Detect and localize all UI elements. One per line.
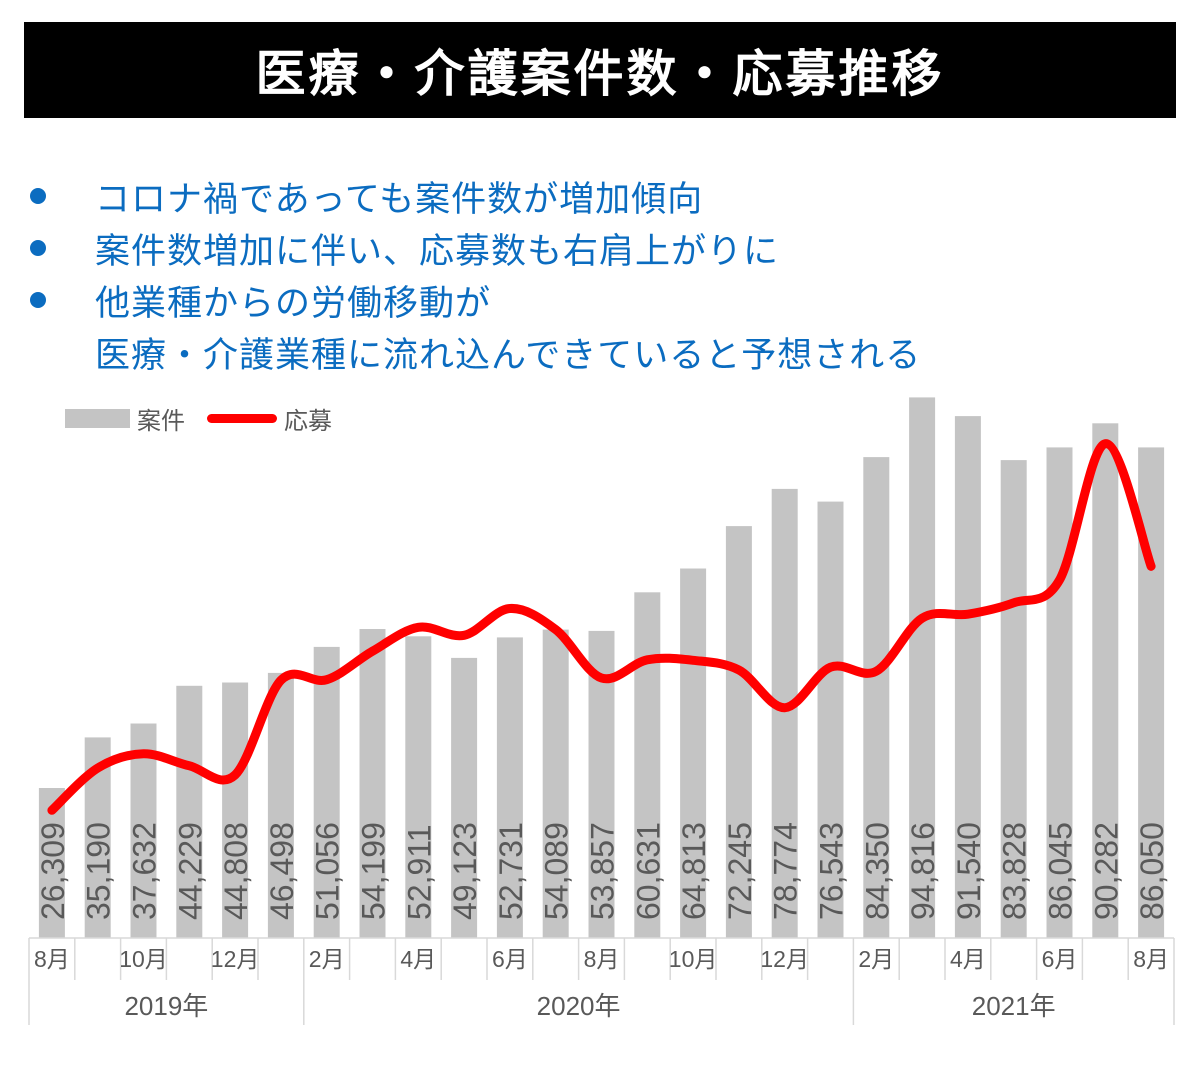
month-label: 8月: [34, 946, 70, 972]
bar-value-label: 76,543: [814, 822, 850, 920]
bar: [176, 685, 203, 938]
bullet-marker-icon: [30, 188, 46, 204]
legend-bar-label: 案件: [137, 408, 185, 435]
bar-value-label: 51,056: [310, 822, 346, 920]
bar: [542, 629, 569, 938]
bar-value-label: 54,089: [539, 822, 575, 920]
bar: [1092, 423, 1119, 938]
bar-value-label: 54,199: [356, 822, 392, 920]
x-axis: 8月 10月 12月 2月 4月 6月 8月 10月 12月 2月 4月 6月 8月 2019年 2020年…: [28, 937, 1175, 1025]
bullet-text: 医療・介護業種に流れ込んできていると予想される: [95, 335, 922, 375]
bar-value-label: 52,911: [401, 825, 437, 921]
bar-value-label: 83,828: [997, 822, 1033, 920]
bar: [1000, 460, 1027, 938]
bullet-item: コロナ禍であっても案件数が増加傾向: [30, 170, 921, 222]
bar: [909, 397, 936, 938]
bar: [863, 457, 890, 938]
bar-value-label: 52,731: [493, 822, 529, 920]
chart-legend: 案件 応募: [65, 401, 332, 436]
bar: [680, 568, 707, 938]
month-label: 6月: [492, 946, 528, 972]
bar-value-label: 64,813: [676, 822, 712, 920]
bar: [405, 636, 432, 938]
bar: [359, 629, 386, 938]
bullet-item: 他業種からの労働移動が: [30, 274, 921, 326]
bar-value-label: 44,229: [172, 822, 208, 920]
legend-line-swatch-icon: [207, 414, 277, 423]
title-bar: 医療・介護案件数・応募推移: [24, 22, 1176, 118]
year-label: 2019年: [124, 991, 208, 1021]
month-label: 10月: [669, 946, 718, 972]
page-title: 医療・介護案件数・応募推移: [255, 46, 945, 102]
month-label: 2月: [858, 946, 894, 972]
bar: [496, 637, 523, 938]
bar-value-label: 49,123: [447, 822, 483, 920]
month-label: 6月: [1042, 946, 1078, 972]
bar-value-label: 90,282: [1088, 822, 1124, 920]
bullet-text: 他業種からの労働移動が: [95, 283, 492, 323]
month-label: 4月: [950, 946, 986, 972]
bullet-marker-icon: [30, 240, 46, 256]
bar: [771, 488, 798, 938]
bar: [313, 646, 340, 938]
month-label: 8月: [1133, 946, 1169, 972]
bar: [817, 501, 844, 938]
bullet-item: 案件数増加に伴い、応募数も右肩上がりに: [30, 222, 921, 274]
bar-value-label: 94,816: [905, 822, 941, 920]
bar: [725, 526, 752, 938]
month-label: 2月: [309, 946, 345, 972]
bar-value-label: 46,498: [264, 822, 300, 920]
legend-line-label: 応募: [284, 408, 332, 435]
month-label: 4月: [400, 946, 436, 972]
month-label: 10月: [119, 946, 168, 972]
bar-value-label: 60,631: [630, 822, 666, 920]
bar: [130, 723, 157, 938]
month-label: 12月: [760, 946, 809, 972]
chart-canvas: 8月 10月 12月 2月 4月 6月 8月 10月 12月 2月 4月 6月 8月 2019年 2020年…: [28, 397, 1175, 1025]
bullet-item: 医療・介護業種に流れ込んできていると予想される: [30, 326, 921, 378]
bar: [222, 682, 249, 938]
bar-value-label: 86,050: [1134, 822, 1170, 920]
bar: [451, 657, 478, 938]
bar-value-label: 53,857: [585, 822, 621, 920]
bar-value-label: 78,774: [768, 822, 804, 920]
bar: [954, 416, 981, 939]
bar: [267, 672, 294, 938]
applications-line: [47, 439, 1156, 815]
year-label: 2020年: [537, 991, 621, 1021]
month-label: 8月: [584, 946, 620, 972]
bar-value-label: 72,245: [722, 822, 758, 920]
year-label: 2021年: [972, 991, 1056, 1021]
bar-value-labels: 26,309 35,190 37,632 44,229 44,808 46,498 51,0…: [35, 822, 1170, 920]
legend-bar-swatch-icon: [65, 409, 130, 428]
bar: [1046, 447, 1073, 938]
bar: [634, 592, 661, 938]
bar-value-label: 44,808: [218, 822, 254, 920]
bar-value-label: 91,540: [951, 822, 987, 920]
bar-value-label: 86,045: [1043, 822, 1079, 920]
bar-value-label: 37,632: [127, 822, 163, 920]
month-label: 12月: [211, 946, 260, 972]
bullet-text: 案件数増加に伴い、応募数も右肩上がりに: [95, 231, 780, 271]
bar-value-label: 84,350: [859, 822, 895, 920]
bar-value-label: 26,309: [35, 822, 71, 920]
bullet-list: コロナ禍であっても案件数が増加傾向案件数増加に伴い、応募数も右肩上がりに 他業種か…: [30, 170, 921, 378]
bullet-text: コロナ禍であっても案件数が増加傾向: [95, 179, 704, 219]
bar-value-label: 35,190: [81, 822, 117, 920]
bullet-marker-icon: [30, 292, 46, 308]
